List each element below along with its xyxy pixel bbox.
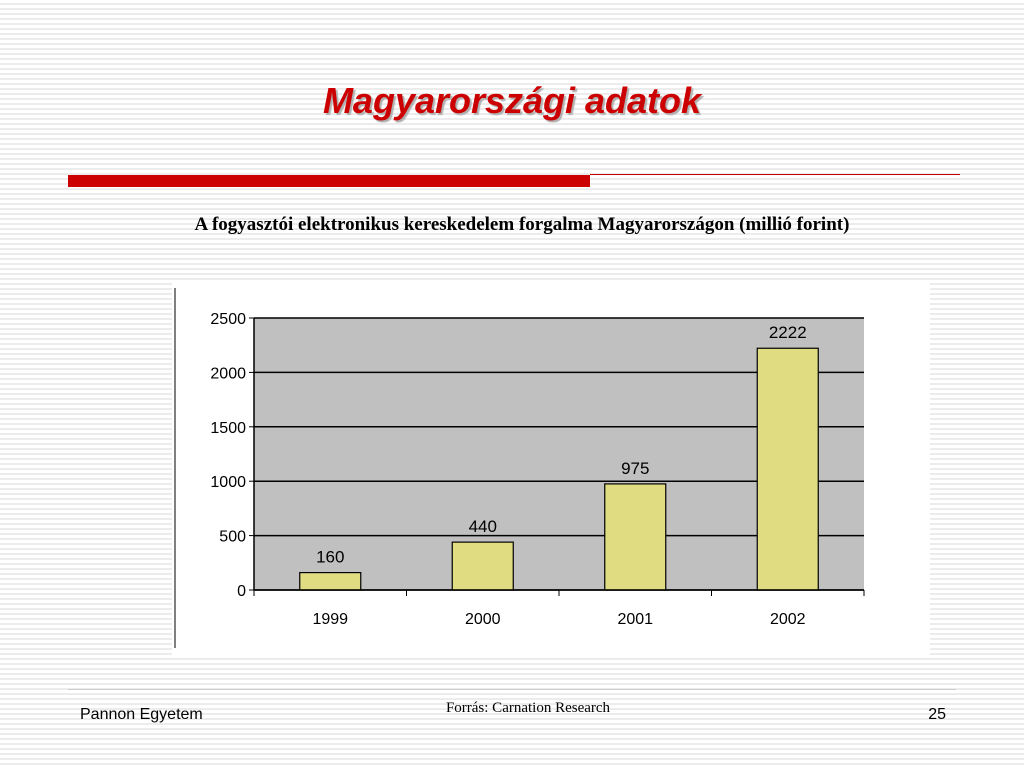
footer-institution: Pannon Egyetem [80,706,203,723]
slide-title: Magyarországi adatok [322,80,702,121]
chart-caption: A fogyasztói elektronikus kereskedelem f… [194,214,850,235]
y-tick-label: 2000 [210,365,246,382]
title-underline-thick [68,175,590,187]
bar-2001 [604,483,667,591]
x-tick-label-2001: 2001 [617,611,653,628]
bar-2002 [756,347,819,591]
data-label-1999: 160 [316,548,344,567]
bar-chart: 0 500 1000 1500 2000 2500 160 1999 440 2000 975 200… [174,288,865,648]
data-label-2002: 2222 [769,323,807,342]
y-tick-label: 500 [219,529,246,546]
footer-source: Forrás: Carnation Research [445,700,611,716]
data-label-2001: 975 [621,459,649,478]
x-tick-label-2000: 2000 [465,611,501,628]
bar-1999 [299,571,362,591]
bar-2000 [451,541,514,591]
y-tick-label: 0 [237,583,246,600]
page-number: 25 [928,706,946,723]
data-label-2000: 440 [469,517,497,536]
y-tick-label: 2500 [210,311,246,328]
footer-divider [68,689,956,690]
chart-area: 0 500 1000 1500 2000 2500 160 1999 440 2000 975 200… [172,280,930,656]
y-tick-label: 1500 [210,420,246,437]
x-tick-label-2002: 2002 [770,611,806,628]
title-underline-thin [590,174,960,175]
x-tick-label-1999: 1999 [312,611,348,628]
y-tick-label: 1000 [210,474,246,491]
